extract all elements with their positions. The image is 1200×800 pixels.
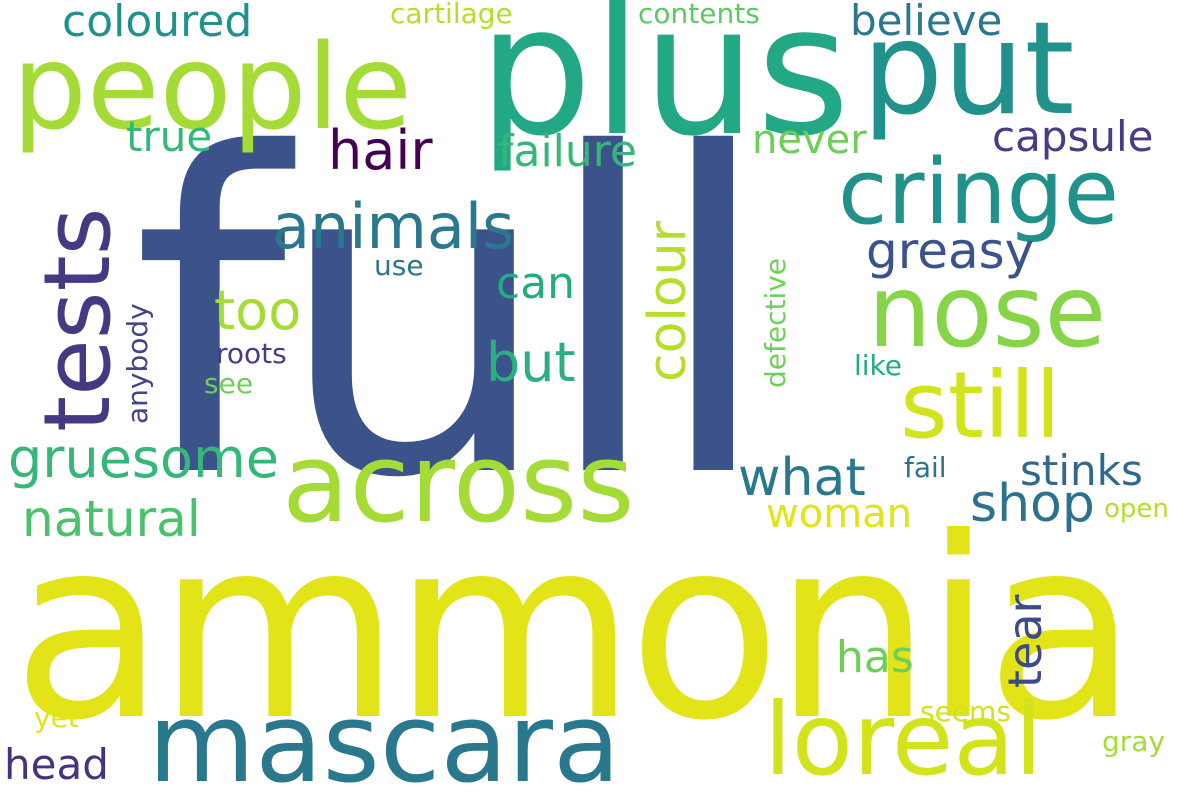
word: colour (638, 220, 698, 382)
word: believe (850, 0, 1003, 45)
word: shop (970, 474, 1095, 534)
word: still (900, 352, 1061, 459)
word: tests (24, 207, 131, 432)
word: people (12, 18, 412, 156)
word: contents (638, 0, 760, 30)
word: use (374, 249, 424, 282)
word: gruesome (8, 427, 279, 490)
word: like (854, 349, 903, 382)
word: greasy (866, 222, 1035, 280)
word: tear (998, 594, 1052, 688)
word: ammonia (12, 484, 1138, 775)
word: defective (759, 257, 792, 388)
word: animals (272, 190, 515, 263)
word: see (204, 367, 254, 400)
word: yet (34, 701, 79, 734)
word: put (862, 0, 1075, 144)
word: natural (22, 490, 201, 548)
word: fail (904, 451, 947, 484)
word: open (1104, 494, 1169, 524)
word: woman (766, 491, 913, 537)
word: coloured (62, 0, 253, 47)
word: but (486, 331, 576, 394)
word: mascara (148, 679, 621, 800)
word: cringe (838, 140, 1120, 245)
word: true (126, 112, 213, 161)
word: cartilage (390, 0, 513, 30)
word: capsule (992, 112, 1154, 161)
word: can (496, 258, 576, 309)
word: failure (498, 126, 637, 177)
word: loreal (764, 681, 1043, 798)
word: full (132, 62, 774, 574)
word: gray (1102, 725, 1166, 758)
word: plus (478, 0, 851, 176)
word: too (214, 279, 302, 342)
word: has (836, 632, 914, 683)
word: what (738, 448, 866, 508)
word: hair (328, 119, 433, 182)
word: across (282, 419, 635, 547)
word: head (4, 740, 109, 789)
word: stinks (1020, 446, 1143, 495)
word: inhumane (688, 173, 744, 414)
word: never (752, 117, 867, 163)
word: seems (920, 695, 1011, 728)
word: roots (216, 337, 287, 370)
word: anybody (121, 303, 154, 424)
word: nose (868, 253, 1107, 370)
